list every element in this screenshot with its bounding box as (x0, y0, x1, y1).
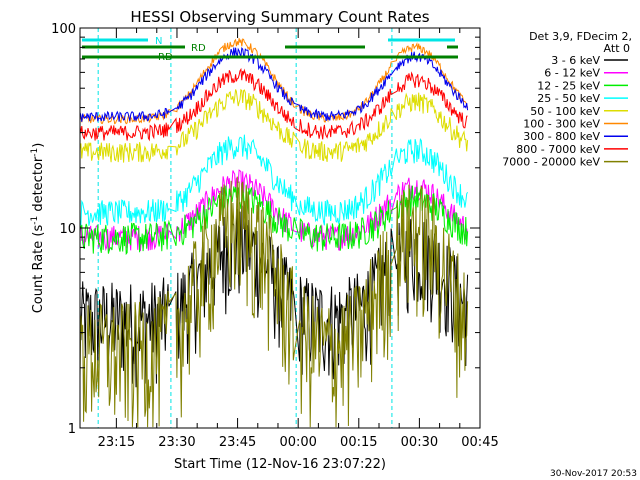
series-7 (79, 67, 468, 142)
plot-layer: N RD RD (79, 28, 469, 428)
x-tick-label: 00:45 (461, 435, 498, 450)
x-tick-label: 23:15 (98, 435, 135, 450)
status-marker-label: RD (158, 52, 173, 63)
series-8 (79, 176, 469, 428)
series-2 (79, 184, 469, 256)
legend-label: 3 - 6 keV (551, 54, 600, 67)
series-5 (79, 38, 469, 125)
y-tick-label: 100 (51, 22, 76, 37)
y-tick-label: 1 (68, 422, 76, 437)
legend-label: 300 - 800 keV (523, 130, 600, 143)
legend-label: 25 - 50 keV (537, 92, 600, 105)
series-3 (79, 134, 469, 226)
y-axis-label-sup1: -1 (30, 216, 40, 225)
legend-label: 50 - 100 keV (530, 105, 600, 118)
legend-label: 800 - 7000 keV (516, 143, 600, 156)
series-line (79, 46, 469, 122)
status-marker-label: N (155, 36, 162, 47)
legend-header-line1: Det 3,9, FDecim 2, (529, 30, 632, 43)
y-axis-label-main: Count Rate (s (31, 225, 46, 314)
axis-ticks: 1 10 100 23:15 23:30 23:45 00:00 00:15 00:30 00:4… (51, 22, 499, 450)
legend-header-line2: Att 0 (604, 42, 630, 55)
y-axis-label-sup2: -1 (30, 148, 40, 157)
series-4 (79, 88, 469, 163)
x-tick-label: 23:30 (158, 435, 195, 450)
legend-label: 7000 - 20000 keV (502, 156, 600, 169)
series-line (79, 88, 469, 163)
series-line (79, 67, 468, 142)
timestamp: 30-Nov-2017 20:53 (550, 469, 637, 479)
y-axis-label: Count Rate (s-1 detector-1) (30, 143, 46, 314)
series-line (79, 134, 469, 226)
legend-label: 6 - 12 keV (544, 67, 600, 80)
series-line (79, 176, 469, 428)
x-tick-label: 00:00 (279, 435, 316, 450)
x-tick-label: 00:15 (340, 435, 377, 450)
series-line (79, 38, 469, 125)
y-axis-label-mid: detector (31, 156, 46, 216)
legend-label: 12 - 25 keV (537, 79, 600, 92)
x-tick-label: 00:30 (401, 435, 438, 450)
x-axis-label: Start Time (12-Nov-16 23:07:22) (174, 457, 386, 472)
y-tick-label: 10 (59, 222, 76, 237)
series-6 (79, 46, 469, 122)
series-line (79, 184, 469, 256)
legend-label: 100 - 300 keV (523, 118, 600, 131)
chart-title: HESSI Observing Summary Count Rates (130, 8, 429, 26)
y-axis-label-end: ) (31, 143, 46, 148)
x-tick-label: 23:45 (219, 435, 256, 450)
status-marker-label: RD (191, 43, 206, 54)
